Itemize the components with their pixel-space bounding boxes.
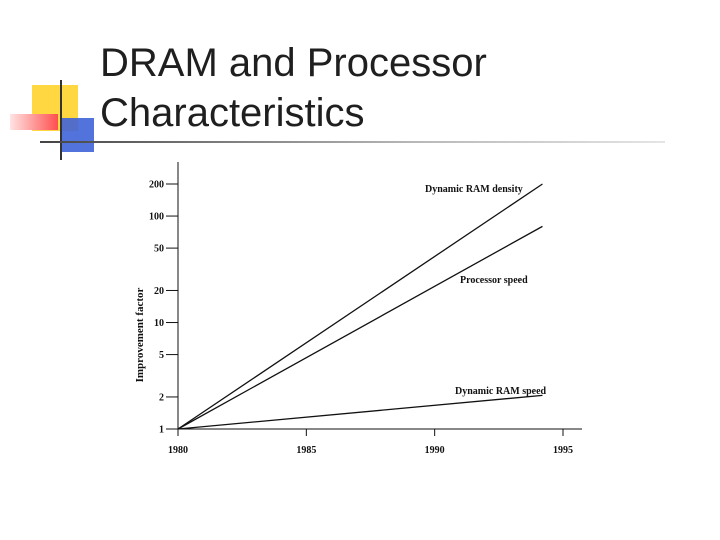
- title-rule: [40, 141, 665, 143]
- chart-axes: [177, 162, 582, 430]
- slide-title-line-1: DRAM and Processor: [100, 41, 487, 85]
- decor-blue-square: [60, 118, 94, 152]
- series-label-1: Processor speed: [460, 275, 528, 286]
- chart-labels: Improvement factor Dynamic RAM density Pro…: [134, 184, 547, 397]
- y-axis-title: Improvement factor: [134, 287, 146, 382]
- y-tick-label-3: 10: [154, 318, 164, 329]
- series-line-1: [177, 225, 543, 430]
- x-tick-label-3: 1995: [553, 445, 573, 456]
- y-tick-label-6: 100: [149, 212, 164, 223]
- decor-red-bar: [10, 114, 58, 130]
- series-line-2: [177, 394, 543, 430]
- series-label-2: Dynamic RAM speed: [455, 386, 547, 397]
- decor-vertical-line: [60, 80, 62, 160]
- slide-title: DRAM and Processor Characteristics: [100, 38, 487, 138]
- y-tick-label-1: 2: [159, 392, 164, 403]
- chart-ticks: 1 2 5 10 20 50 100 200 1980 1985 1990 1995: [149, 180, 573, 457]
- chart-series: [177, 183, 543, 430]
- y-tick-label-0: 1: [159, 425, 164, 436]
- x-tick-label-1: 1985: [296, 445, 316, 456]
- series-label-0: Dynamic RAM density: [425, 184, 523, 195]
- series-line-0: [177, 183, 543, 430]
- x-tick-label-0: 1980: [168, 445, 188, 456]
- y-tick-label-4: 20: [154, 286, 164, 297]
- y-tick-label-7: 200: [149, 180, 164, 191]
- slide-title-line-2: Characteristics: [100, 91, 365, 135]
- x-tick-label-2: 1990: [425, 445, 445, 456]
- y-tick-label-2: 5: [159, 350, 164, 361]
- y-tick-label-5: 50: [154, 244, 164, 255]
